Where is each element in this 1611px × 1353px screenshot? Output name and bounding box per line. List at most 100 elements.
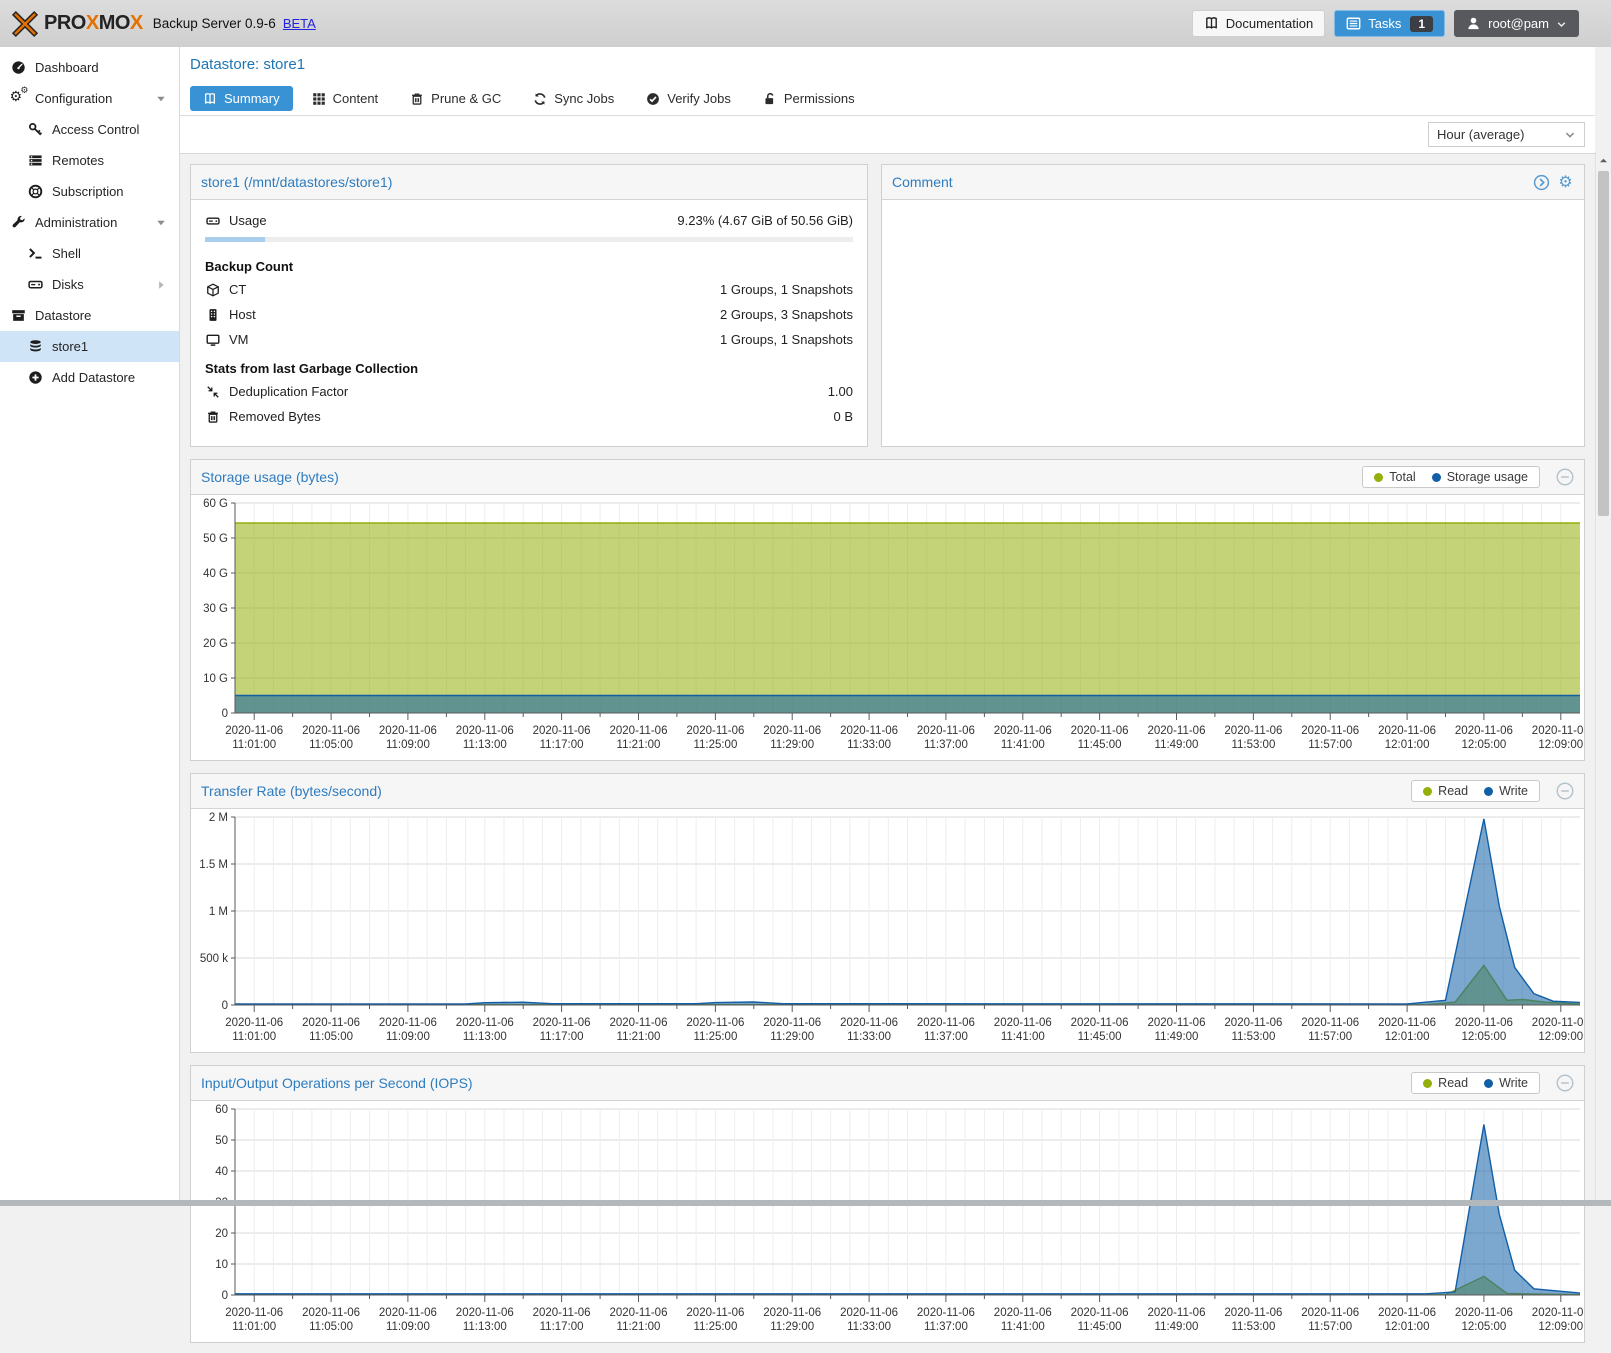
svg-text:2020-11-06: 2020-11-06	[302, 725, 360, 737]
proxmox-logo: PROXMOX Backup Server 0.9-6 BETA	[10, 9, 316, 39]
svg-text:10: 10	[215, 1259, 228, 1271]
vertical-scrollbar[interactable]	[1595, 152, 1611, 1206]
svg-text:2020-11-06: 2020-11-06	[379, 725, 437, 737]
legend-dot	[1484, 787, 1493, 796]
timeframe-select[interactable]: Hour (average)	[1428, 122, 1585, 147]
sidebar-item-shell[interactable]: Shell	[0, 238, 179, 269]
svg-text:2020-11-06: 2020-11-06	[917, 1307, 975, 1319]
svg-text:2020-11-06: 2020-11-06	[1224, 1017, 1282, 1029]
brand-segment: MO	[99, 12, 130, 34]
scrollbar-thumb[interactable]	[1598, 171, 1609, 516]
gears-icon: ⚙⚙	[10, 91, 27, 106]
chart-plot: 01020304050602020-11-0611:01:002020-11-0…	[191, 1101, 1584, 1337]
tab-label: Summary	[224, 91, 280, 106]
minus-circle-icon[interactable]	[1556, 1074, 1574, 1092]
tab-content[interactable]: Content	[299, 86, 392, 111]
sidebar-item-datastore[interactable]: Datastore	[0, 300, 179, 331]
chart-legend: Read Write	[1411, 1072, 1540, 1094]
brand-segment: X	[86, 12, 99, 34]
svg-text:11:17:00: 11:17:00	[540, 1321, 584, 1333]
sidebar-item-label: Datastore	[35, 308, 91, 323]
svg-text:11:01:00: 11:01:00	[232, 1031, 276, 1043]
legend-item-read[interactable]: Read	[1423, 784, 1468, 798]
key-icon	[27, 122, 44, 137]
chart-title: Transfer Rate (bytes/second)	[201, 783, 382, 799]
rows-icon	[27, 153, 44, 168]
sidebar-item-access-control[interactable]: Access Control	[0, 114, 179, 145]
svg-text:2020-11-06: 2020-11-06	[610, 1017, 668, 1029]
stat-row: Host 2 Groups, 3 Snapshots	[191, 302, 867, 327]
chart-legend: Total Storage usage	[1362, 466, 1540, 488]
tab-summary[interactable]: Summary	[190, 86, 293, 111]
comment-body[interactable]	[882, 200, 1584, 446]
gear-icon[interactable]: ⚙	[1557, 174, 1574, 191]
grid-icon	[312, 92, 326, 106]
svg-text:2020-11-06: 2020-11-06	[456, 1017, 514, 1029]
svg-text:11:17:00: 11:17:00	[540, 1031, 584, 1043]
sidebar-item-add-datastore[interactable]: Add Datastore	[0, 362, 179, 393]
tab-sync-jobs[interactable]: Sync Jobs	[520, 86, 627, 111]
sidebar-item-disks[interactable]: Disks	[0, 269, 179, 300]
chevron-down-icon	[1564, 129, 1576, 141]
sidebar-item-dashboard[interactable]: Dashboard	[0, 52, 179, 83]
svg-text:11:41:00: 11:41:00	[1001, 739, 1045, 751]
svg-text:12:09:00: 12:09:00	[1538, 1031, 1583, 1043]
tab-verify-jobs[interactable]: Verify Jobs	[633, 86, 744, 111]
svg-text:30 G: 30 G	[203, 603, 228, 615]
stat-label: VM	[229, 332, 249, 347]
minus-circle-icon[interactable]	[1556, 468, 1574, 486]
svg-text:1 M: 1 M	[209, 906, 228, 918]
tab-prune-gc[interactable]: Prune & GC	[397, 86, 514, 111]
caret-down-icon[interactable]	[155, 93, 167, 105]
sidebar-item-store1[interactable]: store1	[0, 331, 179, 362]
svg-text:11:33:00: 11:33:00	[847, 1031, 891, 1043]
timeframe-value: Hour (average)	[1437, 127, 1524, 142]
stat-row: Removed Bytes 0 B	[191, 404, 867, 429]
svg-text:11:05:00: 11:05:00	[309, 739, 353, 751]
svg-text:11:45:00: 11:45:00	[1078, 739, 1122, 751]
svg-text:11:37:00: 11:37:00	[924, 1031, 968, 1043]
sidebar-item-remotes[interactable]: Remotes	[0, 145, 179, 176]
tasks-button[interactable]: Tasks 1	[1334, 10, 1445, 37]
beta-link[interactable]: BETA	[283, 16, 316, 31]
legend-item-total[interactable]: Total	[1374, 470, 1415, 484]
sidebar-item-subscription[interactable]: Subscription	[0, 176, 179, 207]
legend-dot	[1432, 473, 1441, 482]
stat-value: 1.00	[828, 384, 853, 399]
svg-text:11:01:00: 11:01:00	[232, 1321, 276, 1333]
legend-item-read[interactable]: Read	[1423, 1076, 1468, 1090]
legend-label: Write	[1499, 784, 1528, 798]
caret-right-icon[interactable]	[155, 279, 167, 291]
legend-dot	[1423, 1079, 1432, 1088]
svg-text:2020-11-06: 2020-11-06	[686, 1017, 744, 1029]
page-titlebar: Datastore: store1	[180, 47, 1595, 82]
sidebar-item-configuration[interactable]: ⚙⚙Configuration	[0, 83, 179, 114]
svg-text:2020-11-06: 2020-11-06	[1071, 1017, 1129, 1029]
user-menu-button[interactable]: root@pam	[1454, 10, 1579, 37]
bottom-edge-strip	[0, 1200, 1611, 1206]
tab-label: Prune & GC	[431, 91, 501, 106]
caret-down-icon[interactable]	[155, 217, 167, 229]
main-area: Datastore: store1 Summary Content Prune & …	[180, 47, 1595, 1206]
tab-permissions[interactable]: Permissions	[750, 86, 868, 111]
scroll-up-icon[interactable]	[1599, 156, 1608, 165]
stat-label: CT	[229, 282, 246, 297]
tab-label: Permissions	[784, 91, 855, 106]
legend-item-storage-usage[interactable]: Storage usage	[1432, 470, 1528, 484]
legend-item-write[interactable]: Write	[1484, 1076, 1528, 1090]
svg-text:2020-11-06: 2020-11-06	[917, 725, 975, 737]
usage-progress-fill	[205, 237, 265, 242]
svg-text:60 G: 60 G	[203, 498, 228, 510]
chevron-circle-right-icon[interactable]	[1533, 174, 1550, 191]
sidebar-item-administration[interactable]: Administration	[0, 207, 179, 238]
minus-circle-icon[interactable]	[1556, 782, 1574, 800]
documentation-button[interactable]: Documentation	[1192, 10, 1325, 37]
svg-text:2020-11-06: 2020-11-06	[1224, 1307, 1282, 1319]
svg-text:2020-11-06: 2020-11-06	[917, 1017, 975, 1029]
svg-text:11:25:00: 11:25:00	[693, 739, 737, 751]
sidebar-item-label: Shell	[52, 246, 81, 261]
legend-item-write[interactable]: Write	[1484, 784, 1528, 798]
documentation-label: Documentation	[1226, 16, 1313, 31]
gauge-icon	[10, 60, 27, 75]
